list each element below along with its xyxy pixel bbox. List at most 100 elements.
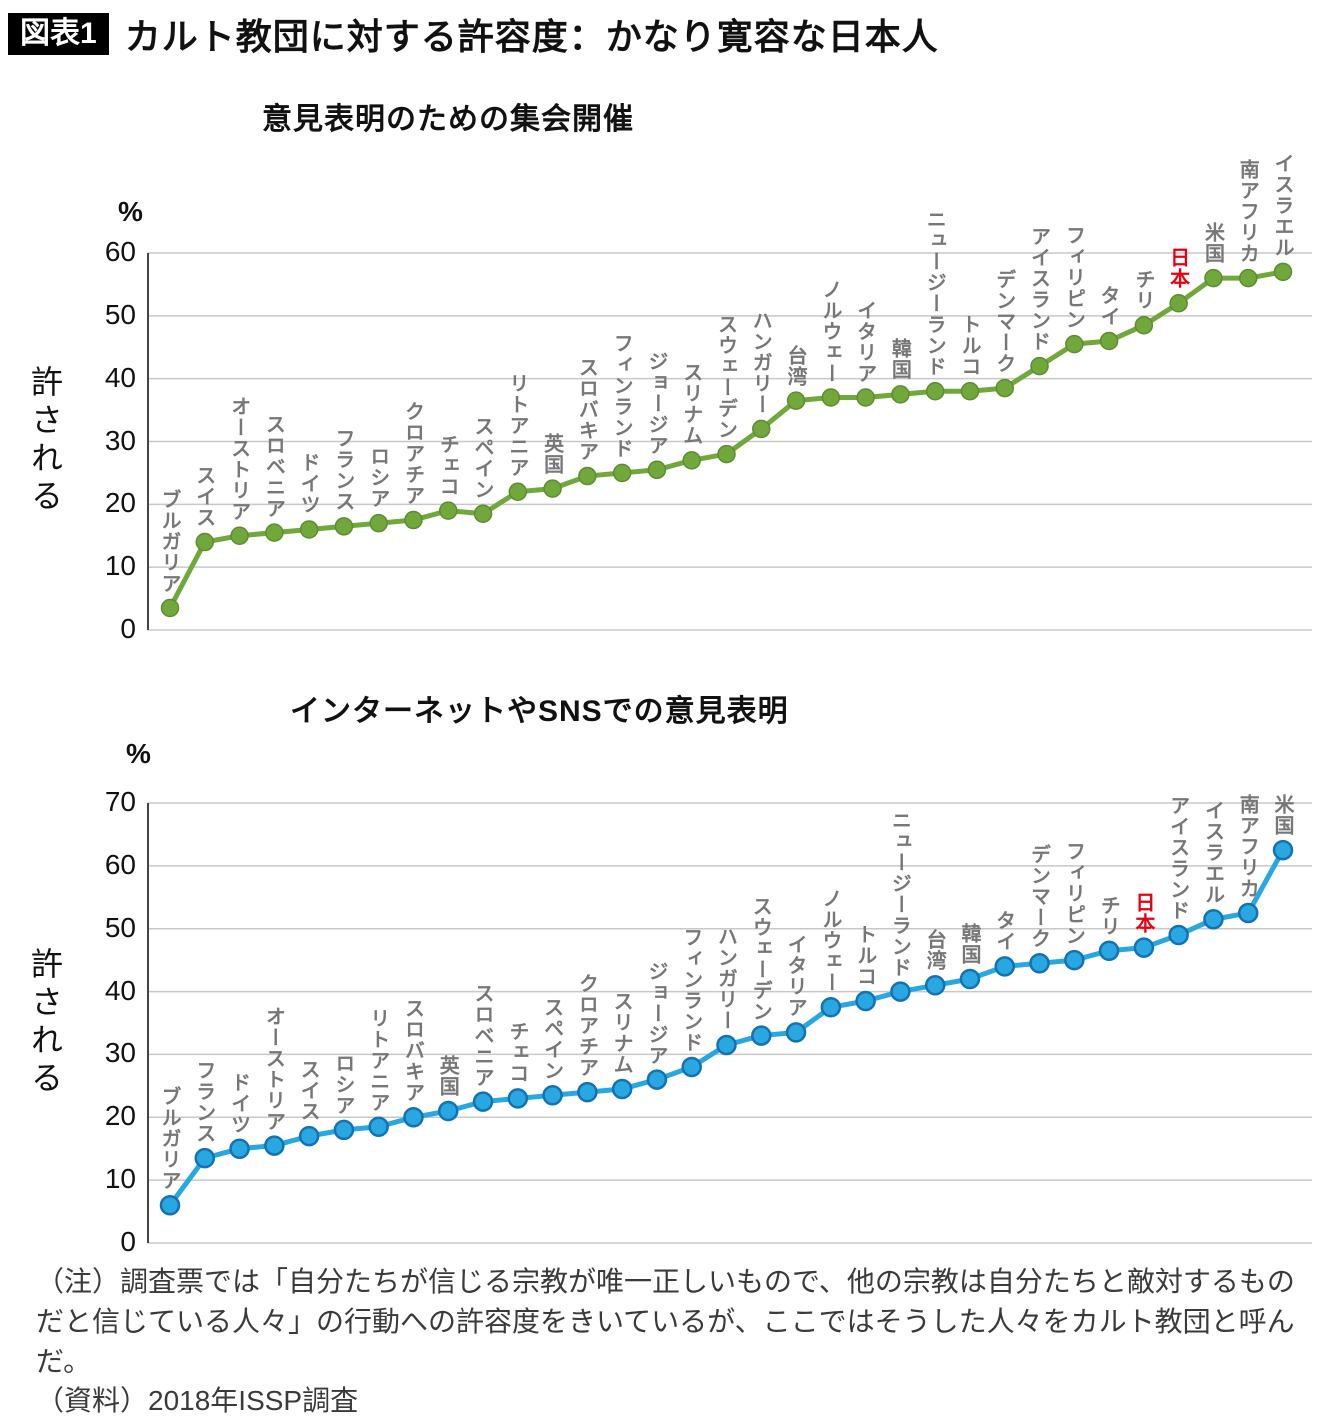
data-point — [1203, 909, 1224, 930]
data-point — [611, 1078, 633, 1100]
country-label: ジョージア — [644, 960, 667, 1066]
country-label: チェコ — [505, 1021, 528, 1085]
data-point — [959, 968, 981, 990]
figure-footer: （注）調査票では「自分たちが信じる宗教が唯一正しいもので、他の宗教は自分たちと敵… — [36, 1262, 1314, 1417]
data-point — [612, 463, 632, 483]
country-label: ニュージーランド — [888, 809, 911, 978]
y-tick-label: 40 — [104, 974, 136, 1006]
country-label: 韓国 — [957, 923, 980, 965]
data-point — [1064, 949, 1085, 971]
country-label: 米国 — [1201, 222, 1224, 265]
country-label: タイ — [992, 910, 1015, 953]
data-point — [925, 381, 945, 401]
data-point — [786, 391, 806, 410]
data-point — [542, 1085, 563, 1106]
country-label: 台湾 — [784, 344, 807, 387]
country-label: オーストリア — [262, 1005, 285, 1132]
data-point — [995, 378, 1014, 398]
country-label: スリナム — [610, 991, 633, 1075]
country-label: デンマーク — [992, 269, 1015, 375]
country-label: イスラエル — [1271, 152, 1293, 258]
data-point — [195, 532, 215, 552]
country-label: スロベニア — [471, 982, 494, 1088]
country-label: フィンランド — [679, 927, 702, 1053]
y-tick-label: 0 — [120, 1226, 136, 1257]
data-point — [1133, 937, 1155, 958]
country-label: 韓国 — [888, 338, 911, 381]
country-label: 南アフリカ — [1236, 159, 1259, 265]
country-label: チリ — [1131, 269, 1154, 312]
chart1-title: 意見表明のための集会開催 — [262, 103, 634, 136]
country-label: クロアチア — [575, 973, 598, 1079]
data-point — [994, 956, 1015, 977]
y-tick-label: 30 — [104, 1037, 136, 1069]
source-text: （資料）2018年ISSP調査 — [36, 1385, 359, 1417]
country-label: スイス — [297, 1059, 320, 1123]
data-point — [1168, 924, 1189, 946]
data-point — [681, 1056, 702, 1078]
chart2-unit-label: % — [126, 738, 151, 769]
country-label: 英国 — [436, 1055, 459, 1097]
figure-header: 図表1 カルト教団に対する許容度：かなり寛容な日本人 — [8, 8, 939, 60]
country-label: ロシア — [331, 1052, 354, 1116]
country-label: ブルガリア — [158, 489, 180, 595]
data-point — [1238, 268, 1258, 288]
y-tick-label: 40 — [104, 361, 136, 393]
y-tick-label: 60 — [104, 848, 136, 880]
data-point — [1029, 953, 1050, 974]
country-label: タイ — [1097, 284, 1120, 327]
data-point — [473, 504, 493, 524]
chart2-title: インターネットやSNSでの意見表明 — [290, 695, 789, 728]
data-point — [298, 1125, 320, 1147]
country-label: トルコ — [957, 314, 980, 378]
country-label: ドイツ — [227, 1071, 250, 1135]
note-text: （注）調査票では「自分たちが信じる宗教が唯一正しいもので、他の宗教は自分たちと敵… — [36, 1266, 1295, 1377]
data-point — [785, 1022, 807, 1043]
country-label: アイスランド — [1027, 226, 1050, 353]
country-label: 台湾 — [923, 929, 946, 972]
country-label: イタリア — [784, 934, 807, 1019]
y-tick-label: 30 — [104, 424, 136, 456]
country-label: チリ — [1097, 894, 1120, 937]
figure-number-badge: 図表1 — [8, 13, 109, 55]
y-tick-label: 10 — [104, 550, 136, 582]
country-label: フィリピン — [1062, 841, 1085, 947]
country-label: ノルウェー — [818, 278, 841, 384]
data-point — [1098, 940, 1120, 961]
country-label: スリナム — [679, 362, 702, 447]
data-point — [960, 381, 980, 401]
data-point — [717, 444, 736, 464]
data-point — [264, 1135, 285, 1156]
data-point — [751, 1025, 772, 1046]
figure-title: カルト教団に対する許容度：かなり寛容な日本人 — [124, 16, 939, 57]
country-label: ハンガリー — [749, 309, 772, 415]
y-tick-label: 60 — [104, 236, 136, 267]
country-label: 米国 — [1271, 794, 1293, 837]
data-point — [194, 1147, 216, 1169]
data-point — [820, 997, 842, 1018]
data-point — [403, 1107, 424, 1128]
data-point — [438, 1100, 459, 1122]
country-label: スロバキア — [575, 357, 598, 463]
chart2-y-axis-label: 許される — [27, 947, 63, 1099]
country-label: イタリア — [853, 299, 876, 384]
data-point — [507, 1088, 529, 1109]
country-label: スペイン — [471, 415, 494, 500]
country-label: ハンガリー — [714, 926, 737, 1031]
y-tick-label: 10 — [104, 1163, 136, 1195]
country-label-japan: 日本 — [1131, 891, 1154, 934]
data-point — [647, 460, 667, 480]
data-point — [439, 501, 458, 520]
data-point — [230, 526, 249, 545]
country-label: ドイツ — [297, 452, 320, 516]
data-point — [1065, 334, 1084, 354]
data-point — [821, 388, 841, 407]
country-label: フィリピン — [1062, 225, 1085, 331]
data-point — [1134, 316, 1154, 335]
y-tick-label: 20 — [104, 1100, 136, 1132]
y-tick-label: 0 — [120, 613, 136, 644]
data-point — [577, 1081, 598, 1103]
data-point — [890, 981, 911, 1002]
